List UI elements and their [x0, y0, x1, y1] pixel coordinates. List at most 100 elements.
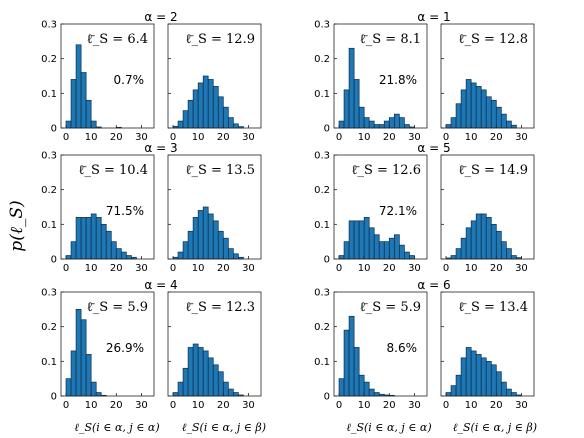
histogram-bar [511, 392, 517, 397]
histogram-bar [373, 124, 380, 129]
mean-label: ℓ̄_S = 8.1 [360, 32, 421, 47]
histogram-bar [393, 234, 400, 260]
plot-frame [60, 23, 155, 129]
x-tick-label: 20 [110, 400, 123, 411]
chart-title: α = 3 [144, 141, 177, 155]
plot-frame [167, 154, 262, 260]
y-tick-label: 0 [51, 124, 57, 135]
percent-label: 21.8% [379, 73, 417, 87]
histogram-bar [233, 123, 239, 129]
y-tick-label: 0.3 [41, 151, 57, 162]
histogram-bar [490, 364, 497, 397]
histogram-bar [348, 315, 355, 397]
histogram-bar [378, 124, 385, 129]
histogram-bar [450, 117, 457, 129]
plot-frame [440, 154, 535, 260]
histogram-bar [227, 388, 234, 397]
histogram-bar [500, 113, 507, 129]
x-tick-label: 30 [408, 132, 421, 143]
histogram-bar [485, 96, 492, 129]
y-tick-label: 0 [324, 392, 330, 403]
histogram-bar [475, 86, 482, 129]
histogram-bar [338, 120, 345, 129]
plot-frame [333, 23, 428, 129]
x-tick-label: 20 [490, 263, 503, 274]
histogram-bar [465, 347, 472, 397]
histogram-bar [511, 255, 517, 260]
mean-label: ℓ̄_S = 10.4 [78, 163, 148, 178]
histogram-bar [343, 241, 350, 260]
x-axis-label-left-2: ℓ_S(i ∈ α, j ∈ β) [182, 421, 266, 434]
histogram-bar [338, 378, 345, 397]
x-tick-label: 30 [242, 132, 255, 143]
histogram-bar [358, 374, 365, 397]
x-axis-label-right-2: ℓ_S(i ∈ α, j ∈ β) [453, 421, 537, 434]
x-tick-label: 0 [336, 132, 342, 143]
histogram-bar [465, 227, 472, 260]
histogram-bar [490, 99, 497, 129]
histogram-bar [182, 110, 189, 129]
y-tick-label: 0.2 [314, 185, 330, 196]
histogram-bar [105, 230, 112, 260]
histogram-bar [450, 255, 457, 260]
y-tick-label: 0.2 [314, 322, 330, 333]
histogram-bar [65, 378, 72, 397]
x-tick-label: 30 [408, 400, 421, 411]
y-tick-label: 0.3 [314, 288, 330, 299]
x-tick-label: 10 [465, 263, 478, 274]
y-tick-label: 0.3 [41, 20, 57, 31]
histogram-bar [485, 360, 492, 397]
x-tick-label: 10 [192, 400, 205, 411]
histogram-bar [217, 371, 224, 397]
mean-label: ℓ̄_S = 12.3 [185, 300, 255, 315]
plot-frame [167, 23, 262, 129]
x-tick-label: 0 [443, 263, 449, 274]
histogram-panel: 0 10 20 30 0 0.1 0.2 0.3 ℓ̄_S = 10.4 71.5% [41, 151, 155, 274]
percent-label: 0.7% [114, 73, 145, 87]
histogram-bar [80, 72, 87, 129]
histogram-panel: 0 10 20 30 ℓ̄_S = 12.8 [440, 23, 535, 143]
histogram-bar [187, 347, 194, 397]
x-tick-label: 20 [383, 263, 396, 274]
histogram-bar [485, 217, 492, 260]
x-tick-label: 0 [443, 400, 449, 411]
x-tick-label: 20 [383, 132, 396, 143]
x-tick-label: 0 [63, 263, 69, 274]
histogram-bar [100, 223, 107, 260]
y-tick-label: 0 [51, 392, 57, 403]
histogram-bar [65, 120, 72, 129]
histogram-bar [202, 350, 209, 397]
plot-frame [333, 291, 428, 397]
histogram-bar [212, 86, 219, 129]
histogram-bar [353, 220, 360, 260]
histogram-bar [70, 241, 77, 260]
histogram-bar [177, 120, 184, 129]
histogram-bar [399, 117, 405, 129]
histogram-bar [227, 248, 234, 260]
plot-frame [440, 23, 535, 129]
histogram-bar [343, 89, 350, 129]
histogram-bar [207, 357, 214, 397]
x-tick-label: 30 [515, 263, 528, 274]
histogram-bar [455, 374, 462, 397]
plot-frame [60, 291, 155, 397]
histogram-bar [460, 357, 467, 397]
mean-label: ℓ̄_S = 12.9 [185, 32, 255, 47]
x-tick-label: 30 [408, 263, 421, 274]
y-tick-label: 0.1 [41, 89, 57, 100]
histogram-bar [85, 217, 92, 260]
x-tick-label: 0 [63, 132, 69, 143]
x-tick-label: 30 [515, 400, 528, 411]
x-tick-label: 10 [358, 132, 371, 143]
percent-label: 8.6% [387, 341, 418, 355]
x-tick-label: 0 [170, 132, 176, 143]
x-tick-label: 10 [85, 400, 98, 411]
x-tick-label: 30 [242, 400, 255, 411]
histogram-bar [455, 248, 462, 260]
mean-label: ℓ̄_S = 5.9 [360, 300, 421, 315]
histogram-bar [475, 354, 482, 397]
histogram-bar [217, 96, 224, 129]
histogram-bar [388, 237, 395, 260]
histogram-bar [90, 381, 97, 397]
histogram-bar [227, 117, 234, 129]
